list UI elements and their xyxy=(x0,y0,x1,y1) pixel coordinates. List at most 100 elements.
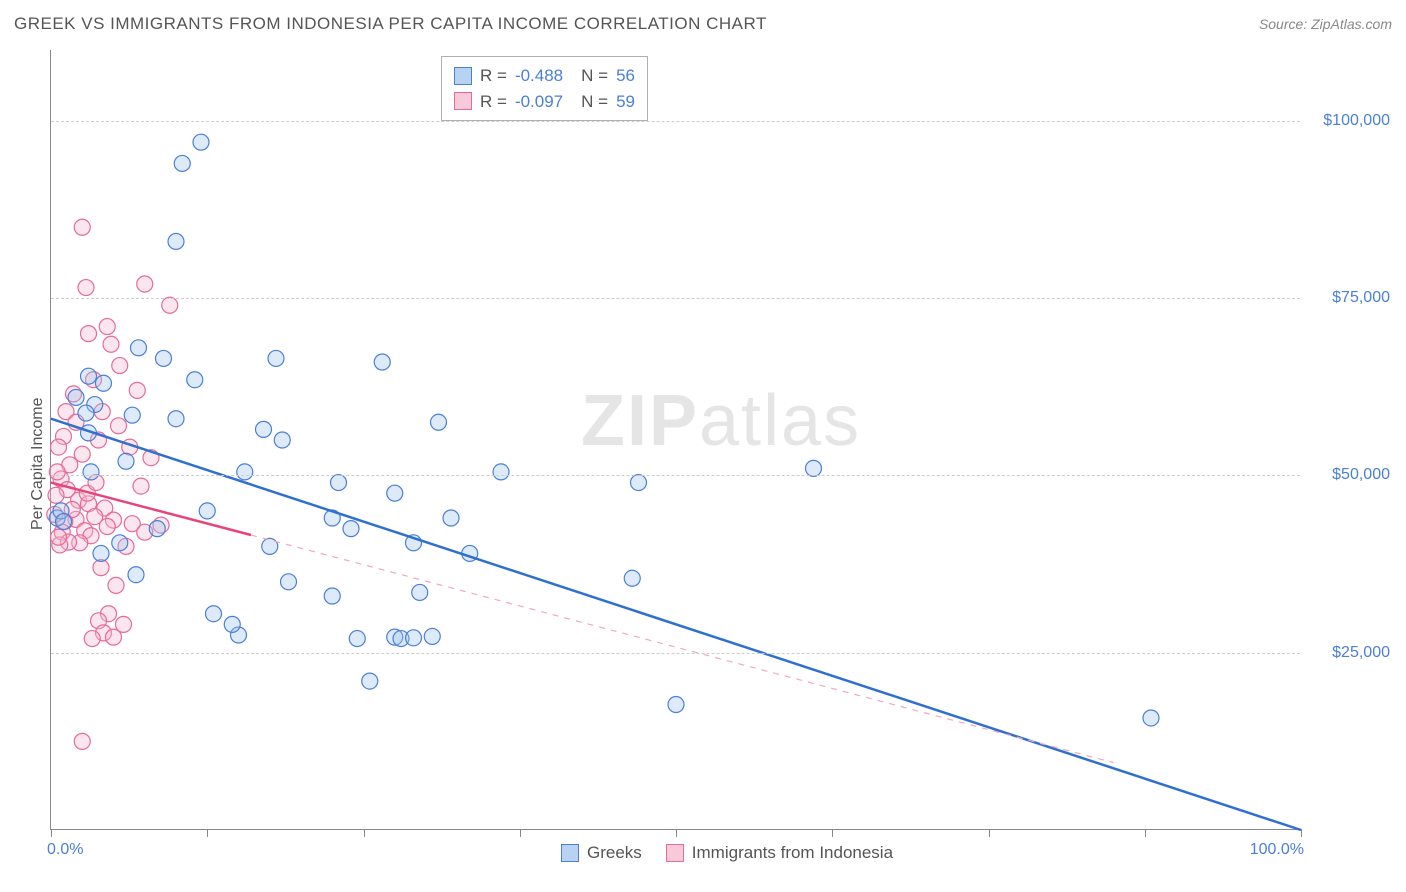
data-point-greeks xyxy=(156,350,172,366)
correlation-stats-box: R = -0.488 N = 56R = -0.097 N = 59 xyxy=(441,56,648,121)
data-point-greeks xyxy=(149,521,165,537)
stat-r-label: R = xyxy=(480,89,507,115)
stat-r-value: -0.097 xyxy=(515,89,563,115)
data-point-greeks xyxy=(78,405,94,421)
chart-title: GREEK VS IMMIGRANTS FROM INDONESIA PER C… xyxy=(14,14,767,34)
x-tick xyxy=(832,829,833,837)
data-point-greeks xyxy=(206,606,222,622)
y-tick-label: $50,000 xyxy=(1310,466,1390,484)
x-tick xyxy=(207,829,208,837)
data-point-indonesia xyxy=(48,487,64,503)
data-point-greeks xyxy=(193,134,209,150)
legend-item-greeks: Greeks xyxy=(561,843,642,863)
trend-line xyxy=(251,535,1114,763)
data-point-greeks xyxy=(168,233,184,249)
scatter-svg xyxy=(51,50,1301,830)
data-point-indonesia xyxy=(112,358,128,374)
data-point-greeks xyxy=(281,574,297,590)
swatch-indonesia xyxy=(454,92,472,110)
source-attribution: Source: ZipAtlas.com xyxy=(1259,16,1392,32)
x-axis-max-label: 100.0% xyxy=(1250,841,1304,859)
data-point-greeks xyxy=(199,503,215,519)
stat-r-value: -0.488 xyxy=(515,63,563,89)
data-point-greeks xyxy=(224,616,240,632)
data-point-indonesia xyxy=(78,280,94,296)
data-point-greeks xyxy=(387,485,403,501)
swatch-greeks xyxy=(454,67,472,85)
data-point-indonesia xyxy=(74,733,90,749)
data-point-indonesia xyxy=(111,418,127,434)
data-point-greeks xyxy=(131,340,147,356)
data-point-greeks xyxy=(406,630,422,646)
data-point-indonesia xyxy=(103,336,119,352)
data-point-greeks xyxy=(112,535,128,551)
data-point-greeks xyxy=(237,464,253,480)
data-point-indonesia xyxy=(51,529,67,545)
x-tick xyxy=(520,829,521,837)
data-point-indonesia xyxy=(49,464,65,480)
data-point-indonesia xyxy=(81,326,97,342)
x-tick xyxy=(51,829,52,837)
data-point-greeks xyxy=(262,538,278,554)
legend-label: Greeks xyxy=(587,843,642,863)
data-point-indonesia xyxy=(106,629,122,645)
data-point-greeks xyxy=(81,368,97,384)
x-tick xyxy=(1301,829,1302,837)
data-point-greeks xyxy=(187,372,203,388)
data-point-greeks xyxy=(362,673,378,689)
data-point-greeks xyxy=(124,407,140,423)
data-point-greeks xyxy=(349,631,365,647)
stat-n-value: 56 xyxy=(616,63,635,89)
data-point-indonesia xyxy=(74,219,90,235)
data-point-greeks xyxy=(56,514,72,530)
data-point-greeks xyxy=(174,155,190,171)
y-tick-label: $75,000 xyxy=(1310,289,1390,307)
legend-swatch-indonesia xyxy=(666,844,684,862)
legend-bottom: Greeks Immigrants from Indonesia xyxy=(561,843,893,863)
x-tick xyxy=(989,829,990,837)
x-tick xyxy=(364,829,365,837)
data-point-greeks xyxy=(68,389,84,405)
data-point-greeks xyxy=(274,432,290,448)
stat-n-value: 59 xyxy=(616,89,635,115)
gridline xyxy=(51,475,1300,476)
plot-area: ZIPatlas R =-0.488N =56R =-0.097N =59 Gr… xyxy=(50,50,1300,830)
data-point-indonesia xyxy=(162,297,178,313)
y-axis-title: Per Capita Income xyxy=(29,397,47,530)
data-point-greeks xyxy=(343,521,359,537)
x-tick xyxy=(1145,829,1146,837)
stat-n-label: N = xyxy=(581,89,608,115)
data-point-greeks xyxy=(256,421,272,437)
data-point-greeks xyxy=(624,570,640,586)
gridline xyxy=(51,653,1300,654)
data-point-greeks xyxy=(443,510,459,526)
data-point-indonesia xyxy=(84,631,100,647)
data-point-greeks xyxy=(118,453,134,469)
data-point-greeks xyxy=(96,375,112,391)
gridline xyxy=(51,121,1300,122)
data-point-greeks xyxy=(431,414,447,430)
chart-header: GREEK VS IMMIGRANTS FROM INDONESIA PER C… xyxy=(0,0,1406,40)
data-point-indonesia xyxy=(51,439,67,455)
data-point-greeks xyxy=(93,545,109,561)
data-point-greeks xyxy=(668,696,684,712)
data-point-indonesia xyxy=(99,519,115,535)
gridline xyxy=(51,298,1300,299)
legend-swatch-greeks xyxy=(561,844,579,862)
data-point-greeks xyxy=(324,588,340,604)
data-point-greeks xyxy=(168,411,184,427)
data-point-greeks xyxy=(331,475,347,491)
x-tick xyxy=(676,829,677,837)
data-point-greeks xyxy=(268,350,284,366)
data-point-greeks xyxy=(374,354,390,370)
data-point-greeks xyxy=(412,584,428,600)
legend-label: Immigrants from Indonesia xyxy=(692,843,893,863)
data-point-indonesia xyxy=(137,276,153,292)
stat-r-label: R = xyxy=(480,63,507,89)
stats-row-indonesia: R = -0.097 N = 59 xyxy=(454,89,635,115)
y-tick-label: $25,000 xyxy=(1310,644,1390,662)
data-point-indonesia xyxy=(133,478,149,494)
y-tick-label: $100,000 xyxy=(1310,112,1390,130)
stats-row-greeks: R =-0.488N =56 xyxy=(454,63,635,89)
data-point-greeks xyxy=(83,464,99,480)
